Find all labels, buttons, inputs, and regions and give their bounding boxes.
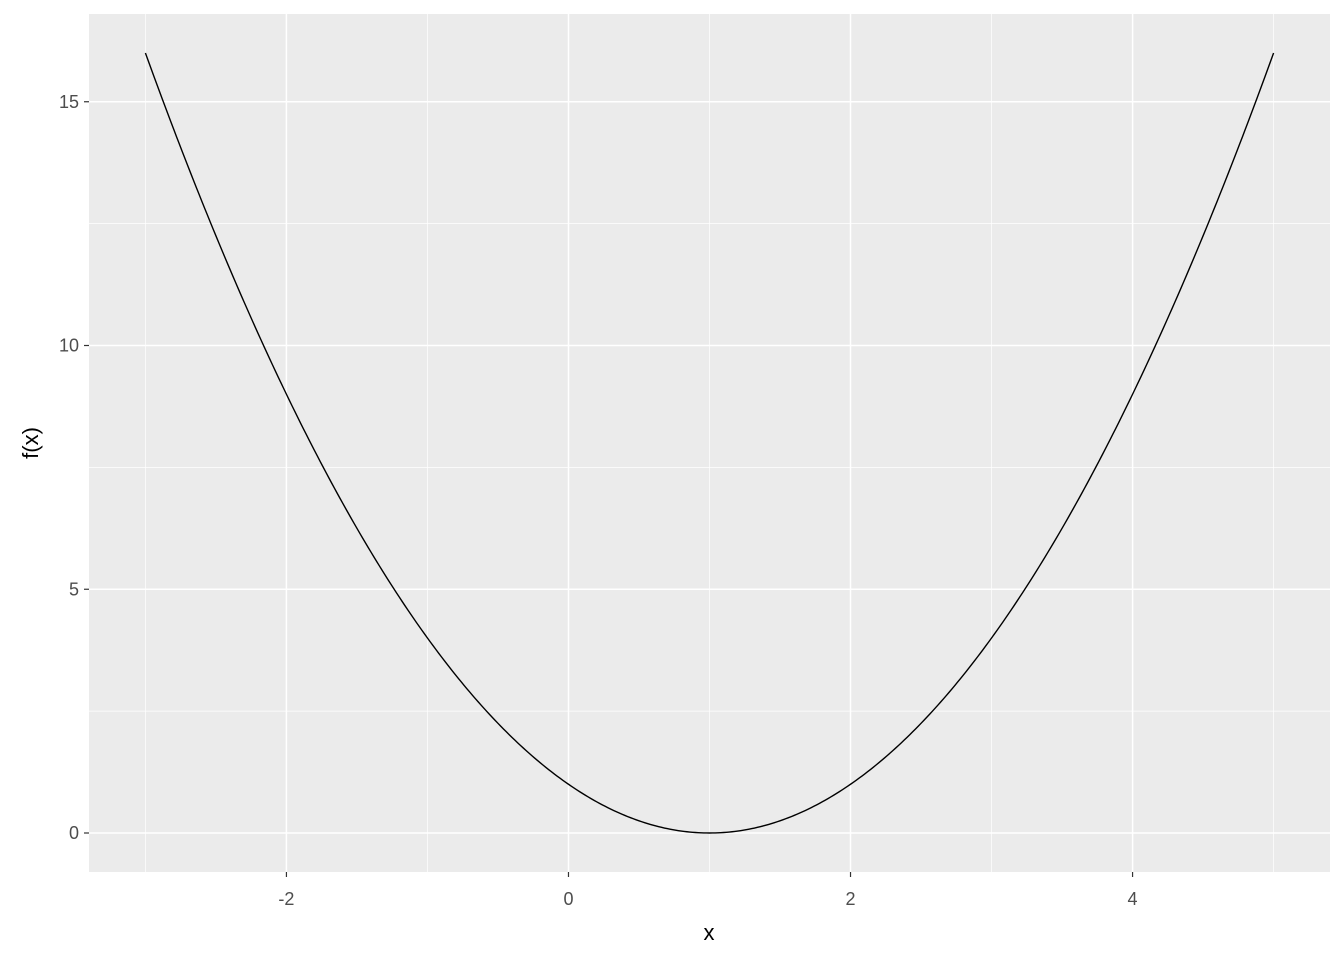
x-axis: -2 0 2 4 [278, 872, 1138, 909]
minor-gridlines [89, 14, 1330, 872]
y-axis-label: f(x) [18, 427, 43, 459]
y-tick-label: 15 [59, 92, 79, 112]
x-tick-label: 4 [1128, 889, 1138, 909]
x-tick-label: 2 [846, 889, 856, 909]
x-tick-label: -2 [278, 889, 294, 909]
x-tick-label: 0 [563, 889, 573, 909]
y-tick-label: 5 [69, 579, 79, 599]
y-tick-label: 10 [59, 336, 79, 356]
x-axis-label: x [704, 920, 715, 945]
y-tick-label: 0 [69, 823, 79, 843]
y-axis: 0 5 10 15 [59, 92, 89, 843]
function-curve [144, 52, 1275, 834]
major-gridlines [89, 14, 1330, 872]
